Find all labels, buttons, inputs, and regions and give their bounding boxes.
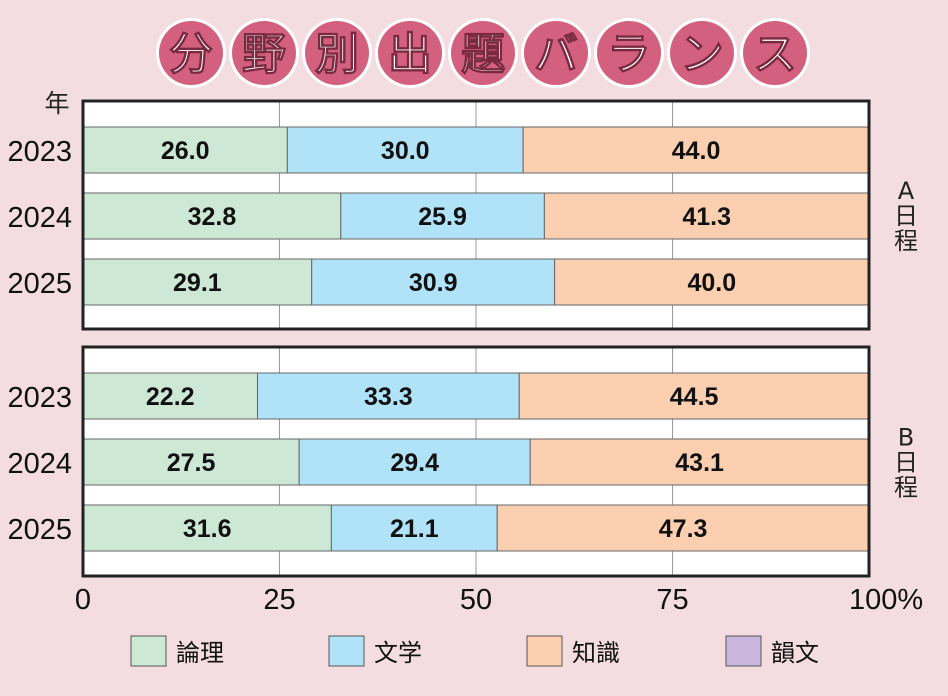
title-char: 分 bbox=[169, 29, 213, 80]
title-badge bbox=[670, 21, 734, 85]
title-char: 野 bbox=[242, 29, 286, 80]
title-char: 別 bbox=[315, 29, 359, 80]
data-label: 47.3 bbox=[659, 515, 708, 543]
year-tick-label: 2023 bbox=[7, 136, 72, 168]
title-badge bbox=[159, 21, 223, 85]
x-tick-label: 75 bbox=[656, 584, 688, 616]
title-char: ラ bbox=[607, 29, 651, 80]
bar-segment bbox=[554, 258, 870, 306]
panel-frame bbox=[81, 345, 871, 578]
data-label: 41.3 bbox=[682, 203, 731, 231]
panel-label-char: 程 bbox=[894, 474, 918, 502]
bar-segment bbox=[256, 372, 520, 420]
x-tick-label: 100% bbox=[849, 584, 923, 616]
y-axis-label: 年 bbox=[44, 89, 69, 118]
data-label: 31.6 bbox=[183, 515, 232, 543]
legend-label: 文学 bbox=[374, 639, 422, 667]
year-tick-label: 2023 bbox=[7, 382, 72, 414]
title-char: ス bbox=[753, 29, 797, 80]
bar-segment bbox=[518, 372, 870, 420]
panel-label-char: 日 bbox=[894, 449, 918, 477]
year-tick-label: 2024 bbox=[7, 448, 72, 480]
data-label: 29.4 bbox=[390, 449, 439, 477]
legend-swatch bbox=[526, 635, 563, 667]
bar-segment bbox=[82, 372, 258, 420]
bar-segment bbox=[286, 126, 524, 174]
bar-segment bbox=[340, 192, 545, 240]
title-badge bbox=[378, 21, 442, 85]
title-char: バ bbox=[534, 29, 578, 80]
bar-segment bbox=[529, 438, 870, 486]
data-label: 27.5 bbox=[167, 449, 216, 477]
title-badge bbox=[232, 21, 296, 85]
title-char: 題 bbox=[461, 29, 505, 80]
bar-segment bbox=[82, 126, 288, 174]
legend-swatch bbox=[130, 635, 167, 667]
bar-segment bbox=[496, 504, 870, 552]
panel-frame bbox=[81, 99, 871, 331]
bar-segment bbox=[82, 192, 342, 240]
year-tick-label: 2024 bbox=[7, 202, 72, 234]
bar-segment bbox=[522, 126, 870, 174]
data-label: 30.0 bbox=[381, 137, 430, 165]
x-tick-label: 0 bbox=[75, 584, 91, 616]
title-char: ン bbox=[680, 29, 724, 80]
panel-label-char: 程 bbox=[894, 227, 918, 255]
title-badge bbox=[524, 21, 588, 85]
legend-label: 知識 bbox=[572, 639, 620, 667]
data-label: 30.9 bbox=[409, 269, 458, 297]
x-tick-label: 50 bbox=[460, 584, 492, 616]
title-badge bbox=[597, 21, 661, 85]
data-label: 43.1 bbox=[675, 449, 724, 477]
data-label: 33.3 bbox=[364, 383, 413, 411]
data-label: 32.8 bbox=[188, 203, 237, 231]
data-label: 21.1 bbox=[390, 515, 439, 543]
data-label: 40.0 bbox=[687, 269, 736, 297]
bar-segment bbox=[82, 258, 313, 306]
legend-label: 論理 bbox=[176, 639, 224, 667]
panel-label-char: 日 bbox=[894, 202, 918, 230]
year-tick-label: 2025 bbox=[7, 514, 72, 546]
bar-segment bbox=[330, 504, 498, 552]
title-char: 出 bbox=[388, 29, 432, 80]
data-label: 29.1 bbox=[173, 269, 222, 297]
panel-label-char: B bbox=[898, 424, 914, 452]
title-badge bbox=[451, 21, 515, 85]
data-label: 44.0 bbox=[672, 137, 721, 165]
data-label: 44.5 bbox=[670, 383, 719, 411]
bar-segment bbox=[311, 258, 556, 306]
data-label: 22.2 bbox=[146, 383, 195, 411]
x-tick-label: 25 bbox=[263, 584, 295, 616]
data-label: 25.9 bbox=[418, 203, 467, 231]
title-badge bbox=[743, 21, 807, 85]
year-tick-label: 2025 bbox=[7, 268, 72, 300]
data-label: 26.0 bbox=[161, 137, 210, 165]
bar-segment bbox=[543, 192, 870, 240]
legend-swatch bbox=[328, 635, 365, 667]
panel-label-char: A bbox=[898, 177, 915, 205]
legend-label: 韻文 bbox=[771, 639, 819, 667]
legend-swatch bbox=[725, 635, 762, 667]
bar-segment bbox=[82, 438, 300, 486]
title-badge bbox=[305, 21, 369, 85]
